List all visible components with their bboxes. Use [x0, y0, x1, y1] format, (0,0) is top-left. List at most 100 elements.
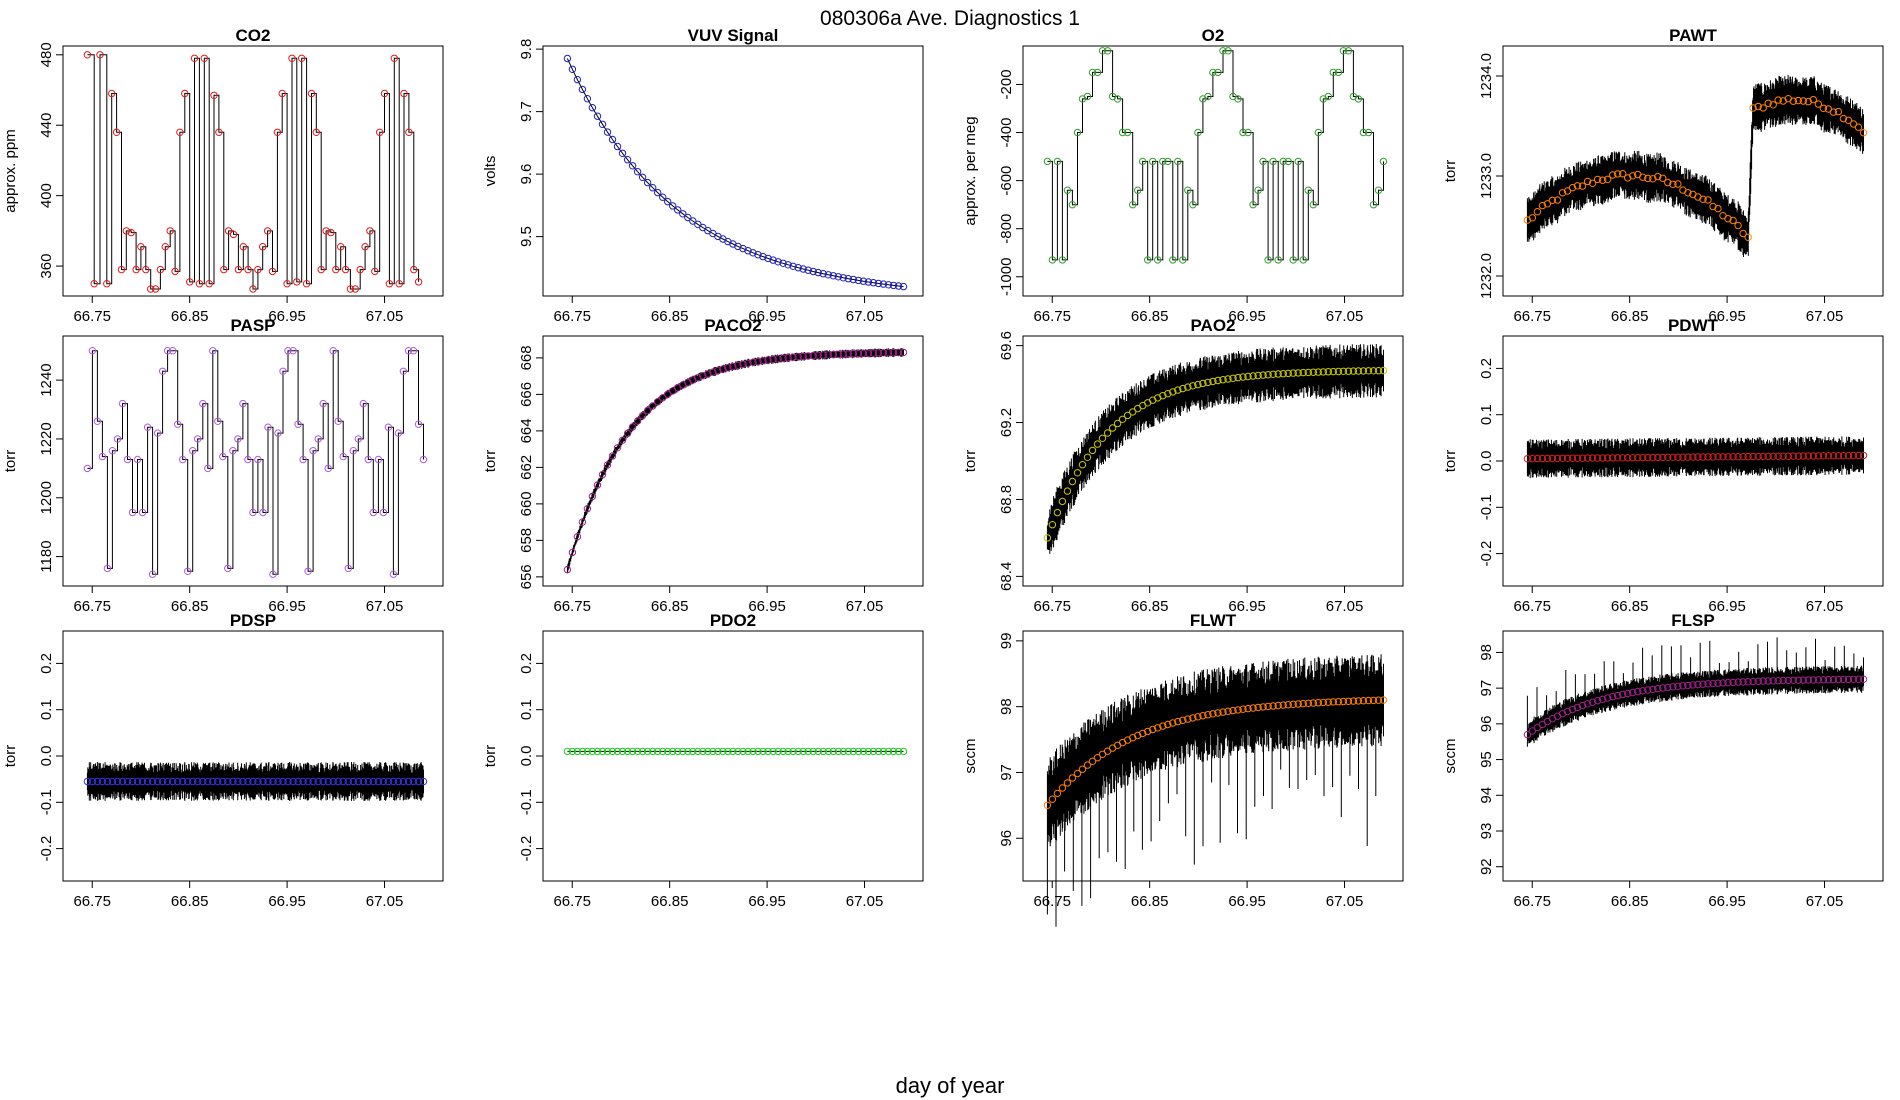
- data-point: [598, 470, 607, 479]
- data-point: [759, 747, 767, 756]
- data-point: [1324, 92, 1333, 101]
- data-point: [1563, 187, 1572, 195]
- data-point: [1129, 201, 1137, 209]
- data-point: [1108, 424, 1117, 432]
- data-point: [1583, 454, 1592, 462]
- data-point: [1118, 415, 1127, 423]
- data-point: [279, 777, 287, 786]
- y-tick-label: -600: [998, 166, 1015, 196]
- data-point: [1829, 452, 1838, 460]
- noise-band: [1526, 74, 1864, 257]
- data-point: [1359, 697, 1368, 705]
- data-point: [288, 54, 296, 62]
- y-tick-label: 440: [38, 113, 55, 138]
- data-point: [1714, 679, 1722, 687]
- data-point: [319, 399, 327, 408]
- data-point: [899, 282, 908, 291]
- data-point: [1093, 440, 1102, 448]
- data-point: [298, 54, 306, 62]
- data-point: [123, 777, 132, 786]
- data-point: [749, 249, 757, 257]
- y-tick-label: 68.8: [998, 485, 1015, 514]
- data-point: [563, 565, 572, 574]
- data-point: [794, 264, 802, 272]
- plot-frame: [62, 45, 444, 297]
- data-point: [1344, 367, 1353, 375]
- data-point: [176, 128, 184, 137]
- y-tick-label: 668: [518, 345, 535, 370]
- x-tick-label: 67.05: [1806, 308, 1844, 325]
- data-point: [879, 349, 888, 357]
- data-point: [1169, 256, 1177, 264]
- y-tick-label: 662: [518, 455, 535, 480]
- data-point: [1048, 795, 1057, 803]
- data-point: [108, 89, 116, 98]
- data-point: [568, 65, 577, 74]
- data-point: [1053, 157, 1062, 166]
- data-point: [764, 254, 772, 263]
- data-point: [1068, 201, 1077, 209]
- data-point: [179, 777, 187, 786]
- data-point: [103, 564, 112, 573]
- data-point: [1578, 701, 1587, 710]
- data-point: [1239, 373, 1247, 381]
- data-point: [1224, 47, 1232, 55]
- x-tick-label: 66.85: [171, 893, 209, 910]
- data-point: [118, 399, 127, 408]
- data-point: [1103, 47, 1112, 55]
- data-point: [239, 777, 247, 786]
- data-point: [1593, 454, 1602, 462]
- data-point: [1354, 95, 1363, 103]
- data-point: [1829, 675, 1838, 684]
- data-point: [1164, 720, 1172, 729]
- x-tick-label: 66.85: [171, 308, 209, 325]
- data-point: [214, 417, 222, 425]
- data-point: [284, 777, 292, 786]
- data-point: [1194, 713, 1202, 721]
- data-point: [829, 272, 837, 280]
- x-tick-label: 66.85: [171, 598, 209, 615]
- data-point: [371, 267, 379, 276]
- data-point: [1839, 114, 1848, 123]
- data-point: [1598, 695, 1607, 703]
- data-point: [324, 777, 332, 786]
- data-point: [1083, 453, 1092, 461]
- data-point: [1304, 699, 1313, 707]
- data-point: [1563, 707, 1572, 716]
- data-point: [1043, 801, 1052, 809]
- y-tick-label: 9.6: [518, 164, 535, 185]
- data-point: [1684, 453, 1692, 461]
- data-point: [1674, 453, 1682, 461]
- data-point: [869, 747, 878, 756]
- data-point: [1774, 452, 1782, 460]
- data-point: [894, 747, 903, 756]
- data-point: [1789, 452, 1798, 460]
- data-point: [117, 265, 126, 274]
- data-point: [759, 357, 767, 365]
- data-point: [1048, 521, 1057, 529]
- data-point: [1259, 371, 1267, 379]
- data-point: [1174, 157, 1182, 166]
- data-point: [259, 777, 267, 786]
- y-tick-label: -0.2: [38, 836, 55, 862]
- data-point: [108, 447, 117, 455]
- data-point: [395, 280, 403, 288]
- data-point: [1839, 451, 1848, 460]
- data-point: [294, 777, 302, 786]
- data-point: [739, 360, 747, 368]
- data-point: [679, 210, 687, 218]
- data-point: [229, 777, 237, 786]
- data-point: [123, 455, 132, 464]
- panel-pdo2: PDO2 torr 66.75 66.85 66.95 67.05 -0.2 -0.1 0.0 0…: [482, 611, 924, 910]
- data-point: [1134, 186, 1142, 194]
- plot-title: PDWT: [1668, 316, 1719, 335]
- x-tick-label: 66.85: [651, 598, 689, 615]
- data-point: [1269, 370, 1277, 378]
- y-tick-label: 1233.0: [1478, 153, 1495, 199]
- data-point: [1129, 408, 1137, 416]
- y-tick-label: 97: [998, 764, 1015, 781]
- data-point: [633, 417, 642, 425]
- data-point: [259, 508, 267, 517]
- x-tick-label: 67.05: [366, 893, 404, 910]
- data-point: [1179, 716, 1187, 724]
